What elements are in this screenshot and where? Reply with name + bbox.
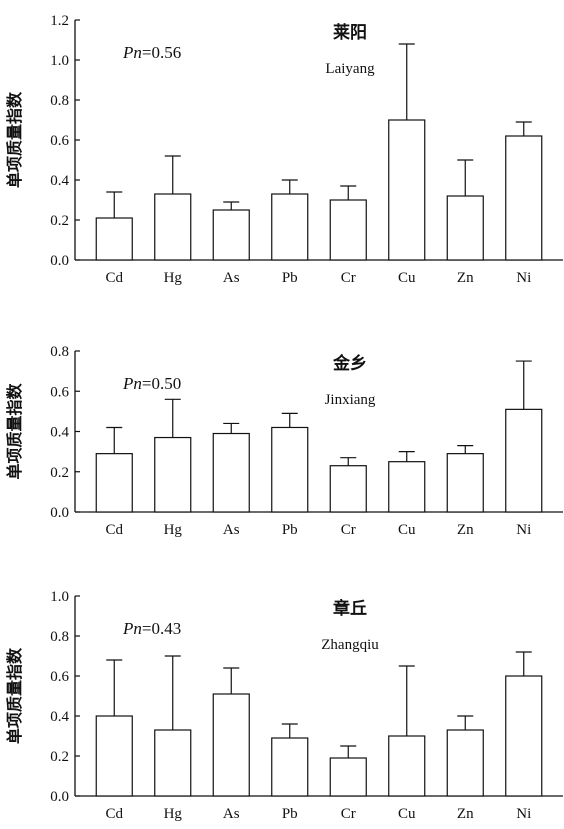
bar-As xyxy=(212,209,250,261)
x-tick-label: Ni xyxy=(516,522,531,538)
y-tick-label: 0.6 xyxy=(50,669,69,685)
x-tick-label: Cu xyxy=(398,522,416,538)
x-tick-label: As xyxy=(223,270,240,286)
y-tick-label: 0.0 xyxy=(50,253,69,269)
chart-title: 金乡 xyxy=(332,353,367,374)
y-axis-label: 单项质量指数 xyxy=(5,383,24,480)
x-tick-label: Zn xyxy=(457,806,474,822)
bar-Cu xyxy=(388,119,426,261)
x-tick-label: Cr xyxy=(341,270,356,286)
bar-Ni xyxy=(505,675,543,797)
y-tick-label: 1.2 xyxy=(50,13,69,29)
bar-Pb xyxy=(271,193,309,261)
bar-Cu xyxy=(388,461,426,513)
y-axis-label: 单项质量指数 xyxy=(5,647,24,744)
pn-label: Pn xyxy=(122,43,142,62)
chart-subtitle: Zhangqiu xyxy=(321,637,379,653)
y-tick-label: 0.0 xyxy=(50,789,69,805)
y-tick-label: 1.0 xyxy=(50,53,69,69)
chart-title: 章丘 xyxy=(333,598,367,619)
pn-label: Pn xyxy=(122,374,142,393)
bar-Hg xyxy=(154,193,192,261)
y-tick-label: 0.2 xyxy=(50,465,69,481)
y-tick-label: 0.4 xyxy=(50,709,69,725)
bar-Zn xyxy=(446,453,484,513)
bar-Cr xyxy=(329,199,367,261)
x-tick-label: Cr xyxy=(341,522,356,538)
x-tick-label: Ni xyxy=(516,806,531,822)
x-tick-label: Hg xyxy=(164,806,183,822)
y-tick-label: 0.2 xyxy=(50,749,69,765)
y-tick-label: 0.6 xyxy=(50,384,69,400)
y-tick-label: 0.2 xyxy=(50,213,69,229)
y-tick-label: 1.0 xyxy=(50,589,69,605)
x-tick-label: Zn xyxy=(457,270,474,286)
y-tick-label: 0.8 xyxy=(50,344,69,360)
x-tick-label: Cd xyxy=(105,806,123,822)
pn-value: =0.43 xyxy=(142,619,181,638)
x-tick-label: As xyxy=(223,522,240,538)
bar-Hg xyxy=(154,729,192,797)
pn-label: Pn xyxy=(122,619,142,638)
pn-annotation: Pn=0.56 xyxy=(122,43,181,62)
bar-Cd xyxy=(95,217,133,261)
pn-value: =0.50 xyxy=(142,374,181,393)
bar-Cr xyxy=(329,757,367,797)
pn-annotation: Pn=0.43 xyxy=(122,619,181,638)
y-tick-label: 0.4 xyxy=(50,173,69,189)
chart-panel-2: 0.0 0.2 0.4 0.6 0.8 单项质量指数 Cd Hg As Pb Cr Cu Zn Ni 金乡 J… xyxy=(5,344,563,538)
x-tick-label: Cd xyxy=(105,270,123,286)
x-tick-label: Pb xyxy=(282,522,298,538)
x-tick-label: Pb xyxy=(282,270,298,286)
bar-Ni xyxy=(505,135,543,261)
y-tick-label: 0.6 xyxy=(50,133,69,149)
x-tick-label: Cd xyxy=(105,522,123,538)
chart-title: 莱阳 xyxy=(333,23,367,43)
bar-Cr xyxy=(329,465,367,513)
bar-Ni xyxy=(505,408,543,513)
y-tick-label: 0.0 xyxy=(50,505,69,521)
y-tick-label: 0.8 xyxy=(50,93,69,109)
x-tick-label: Zn xyxy=(457,522,474,538)
x-tick-label: Hg xyxy=(164,270,183,286)
bar-Zn xyxy=(446,195,484,261)
chart-panel-1: 0.0 0.2 0.4 0.6 0.8 1.0 1.2 单项质量指数 Cd Hg As Pb Cr Cu Z… xyxy=(5,13,563,286)
y-axis-label: 单项质量指数 xyxy=(5,91,24,188)
bar-Zn xyxy=(446,729,484,797)
bar-Cd xyxy=(95,715,133,797)
bar-As xyxy=(212,693,250,797)
bar-Hg xyxy=(154,436,192,513)
x-tick-label: Pb xyxy=(282,806,298,822)
chart-subtitle: Jinxiang xyxy=(325,392,376,408)
bar-Pb xyxy=(271,737,309,797)
chart-subtitle: Laiyang xyxy=(325,61,375,77)
x-tick-label: Cr xyxy=(341,806,356,822)
bar-As xyxy=(212,432,250,513)
x-tick-label: Hg xyxy=(164,522,183,538)
y-tick-label: 0.8 xyxy=(50,629,69,645)
x-tick-label: Cu xyxy=(398,806,416,822)
x-tick-label: Ni xyxy=(516,270,531,286)
bar-Cd xyxy=(95,453,133,513)
pn-value: =0.56 xyxy=(142,43,181,62)
y-tick-label: 0.4 xyxy=(50,425,69,441)
chart-panel-3: 0.0 0.2 0.4 0.6 0.8 1.0 单项质量指数 Cd Hg As Pb Cr Cu Zn Ni… xyxy=(5,589,563,822)
bar-Pb xyxy=(271,426,309,513)
x-tick-label: Cu xyxy=(398,270,416,286)
pn-annotation: Pn=0.50 xyxy=(122,374,181,393)
x-tick-label: As xyxy=(223,806,240,822)
bar-Cu xyxy=(388,735,426,797)
